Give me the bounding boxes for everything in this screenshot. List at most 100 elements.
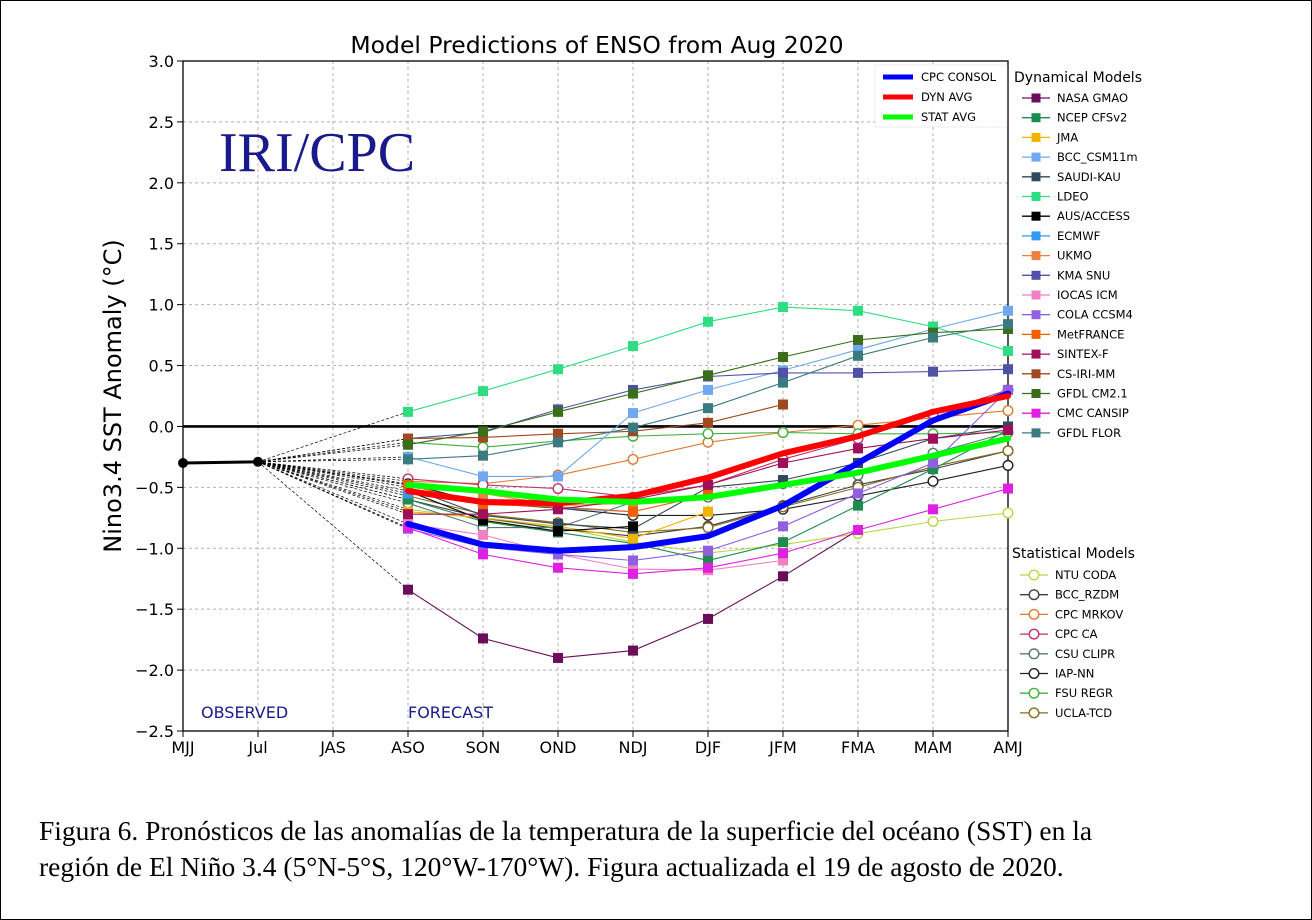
connector-line	[257, 461, 409, 510]
legend-item-label: BCC_CSM11m	[1057, 150, 1138, 164]
legend-item-label: UKMO	[1057, 249, 1092, 263]
forecast-label: FORECAST	[408, 703, 493, 722]
data-point	[478, 426, 488, 437]
data-point	[553, 437, 563, 448]
legend-item-label: CMC CANSIP	[1057, 406, 1129, 420]
connector-line	[257, 461, 409, 497]
data-point	[628, 521, 638, 532]
legend-item-label: CPC CA	[1055, 627, 1098, 641]
data-point	[403, 439, 413, 450]
series-line	[407, 523, 784, 571]
data-point	[628, 408, 638, 419]
data-point	[928, 458, 938, 468]
legend-swatch-marker	[1031, 310, 1041, 320]
data-point	[928, 366, 938, 377]
data-point	[778, 399, 788, 410]
data-point	[553, 406, 563, 417]
data-point	[1002, 445, 1014, 457]
legend-swatch-marker	[1028, 608, 1040, 620]
data-point	[478, 529, 488, 540]
data-point	[628, 645, 638, 656]
x-tick-label: AMJ	[993, 738, 1022, 757]
data-point	[478, 450, 488, 461]
y-axis-label: Nino3.4 SST Anomaly (°C)	[99, 239, 127, 552]
data-point	[628, 341, 638, 352]
y-tick-label: −0.5	[135, 478, 174, 497]
data-point	[1002, 459, 1014, 471]
connector-line	[257, 456, 409, 463]
data-point	[1003, 483, 1013, 494]
data-point	[403, 584, 413, 595]
enso-chart: Model Predictions of ENSO from Aug 2020 …	[99, 31, 1142, 757]
legend-item-label: GFDL CM2.1	[1057, 387, 1128, 401]
data-point	[853, 334, 863, 345]
y-tick-label: −2.0	[135, 661, 174, 680]
data-point	[927, 475, 939, 487]
data-point	[403, 406, 413, 417]
data-point	[478, 633, 488, 644]
data-point	[703, 384, 713, 395]
data-point	[778, 548, 788, 559]
data-point	[553, 428, 563, 439]
legend-dynamical-title: Dynamical Models	[1014, 70, 1142, 86]
legend-swatch-marker	[1031, 428, 1041, 438]
data-point	[403, 509, 413, 520]
data-point	[628, 506, 638, 517]
data-point	[1003, 425, 1013, 436]
series-line	[407, 490, 634, 532]
series-ldeo	[403, 302, 1013, 417]
figure-caption: Figura 6. Pronósticos de las anomalías d…	[39, 813, 1299, 885]
legend-swatch-marker	[1031, 192, 1041, 201]
data-point	[853, 525, 863, 535]
x-tick-label: JFM	[768, 738, 797, 757]
data-point	[553, 471, 563, 482]
data-point	[928, 332, 938, 343]
data-point	[853, 350, 863, 361]
data-point	[1003, 345, 1013, 356]
data-point	[703, 316, 713, 327]
data-point	[778, 458, 788, 468]
legend-item-label: KMA SNU	[1057, 268, 1110, 282]
data-point	[628, 388, 638, 399]
data-point	[927, 515, 939, 527]
data-point	[478, 386, 488, 397]
y-tick-label: 0.0	[149, 417, 174, 436]
data-point	[778, 367, 788, 378]
legend-swatch-marker	[1031, 231, 1041, 241]
legend-swatch-marker	[1031, 270, 1041, 280]
connector-line	[257, 461, 409, 482]
data-point	[778, 571, 788, 582]
connector-line	[257, 438, 409, 463]
watermark-label: IRI/CPC	[219, 122, 415, 184]
legend-item-label: MetFRANCE	[1057, 327, 1124, 341]
data-point	[1003, 305, 1013, 316]
data-point	[553, 562, 563, 573]
series-layer	[178, 302, 1014, 663]
x-tick-label: MAM	[914, 738, 953, 757]
data-point	[628, 422, 638, 433]
data-point	[1003, 364, 1013, 375]
legend-swatch-marker	[1031, 172, 1041, 182]
y-tick-label: 2.5	[149, 113, 174, 132]
legend-item-label: COLA CCSM4	[1057, 308, 1133, 322]
data-point	[777, 427, 789, 439]
data-point	[627, 453, 639, 465]
connector-line	[257, 461, 409, 480]
y-tick-label: 3.0	[149, 52, 174, 71]
legend-swatch-marker	[1031, 93, 1041, 103]
data-point	[703, 613, 713, 624]
x-tick-label: MJJ	[171, 738, 194, 757]
connector-line	[257, 461, 409, 525]
legend-item-label: ECMWF	[1057, 229, 1100, 243]
y-tick-label: −2.5	[135, 722, 174, 741]
connector-line	[257, 461, 409, 485]
legend: CPC CONSOL DYN AVG STAT AVG Dynamical Model…	[874, 64, 1142, 720]
legend-swatch-marker	[1031, 369, 1041, 379]
legend-swatch-marker	[1031, 113, 1041, 123]
legend-swatch-marker	[1028, 569, 1040, 581]
legend-item-label: CSU CLIPR	[1055, 647, 1115, 661]
legend-item-label: UCLA-TCD	[1055, 706, 1112, 720]
legend-item-label: SINTEX-F	[1057, 347, 1109, 361]
legend-swatch-marker	[1031, 408, 1041, 418]
x-tick-label: SON	[466, 738, 501, 757]
